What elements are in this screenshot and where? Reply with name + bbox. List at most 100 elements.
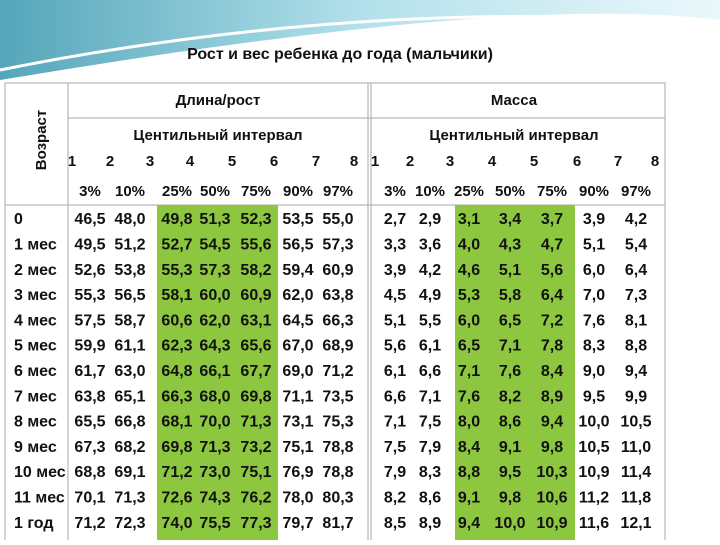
column-number: 3 <box>446 153 454 170</box>
cell-value: 67,0 <box>282 338 313 355</box>
age-label: 1 мес <box>14 237 57 254</box>
cell-value: 68,0 <box>199 388 230 405</box>
group-subtitle: Центильный интервал <box>133 127 302 144</box>
cell-value: 52,7 <box>161 237 192 254</box>
cell-value: 5,4 <box>625 237 647 254</box>
cell-value: 8,9 <box>541 388 563 405</box>
cell-value: 68,2 <box>114 439 145 456</box>
cell-value: 52,3 <box>240 211 271 228</box>
cell-value: 52,6 <box>74 262 105 279</box>
cell-value: 3,3 <box>384 237 406 254</box>
cell-value: 8,8 <box>458 464 480 481</box>
cell-value: 68,9 <box>322 338 353 355</box>
cell-value: 4,3 <box>499 237 521 254</box>
cell-value: 51,3 <box>199 211 230 228</box>
cell-value: 71,3 <box>199 439 230 456</box>
cell-value: 8,2 <box>384 490 406 507</box>
percent-header: 3% <box>384 183 406 200</box>
cell-value: 71,3 <box>240 414 271 431</box>
cell-value: 7,8 <box>541 338 563 355</box>
cell-value: 11,0 <box>621 439 651 456</box>
cell-value: 69,1 <box>114 464 145 481</box>
cell-value: 8,1 <box>625 312 647 329</box>
cell-value: 8,9 <box>419 515 441 532</box>
cell-value: 55,3 <box>161 262 192 279</box>
cell-value: 49,8 <box>161 211 192 228</box>
cell-value: 55,0 <box>322 211 353 228</box>
percent-header: 50% <box>200 183 230 200</box>
cell-value: 4,5 <box>384 287 406 304</box>
cell-value: 49,5 <box>74 237 105 254</box>
cell-value: 69,8 <box>240 388 271 405</box>
decor-line <box>0 14 720 72</box>
cell-value: 62,0 <box>199 312 230 329</box>
column-number: 7 <box>614 153 622 170</box>
cell-value: 8,5 <box>384 515 406 532</box>
column-number: 4 <box>186 153 195 170</box>
cell-value: 72,6 <box>161 490 192 507</box>
cell-value: 3,4 <box>499 211 521 228</box>
cell-value: 57,3 <box>199 262 230 279</box>
cell-value: 67,7 <box>240 363 271 380</box>
cell-value: 10,5 <box>620 414 651 431</box>
age-header: Возраст <box>33 110 50 170</box>
cell-value: 75,5 <box>199 515 230 532</box>
cell-value: 62,0 <box>282 287 313 304</box>
cell-value: 74,0 <box>161 515 192 532</box>
age-label: 10 мес <box>14 464 66 481</box>
cell-value: 79,7 <box>282 515 313 532</box>
cell-value: 75,1 <box>282 439 313 456</box>
cell-value: 8,6 <box>499 414 521 431</box>
cell-value: 70,1 <box>74 490 105 507</box>
cell-value: 75,1 <box>240 464 271 481</box>
cell-value: 71,2 <box>74 515 105 532</box>
cell-value: 59,9 <box>74 338 105 355</box>
cell-value: 60,9 <box>240 287 271 304</box>
cell-value: 9,4 <box>541 414 563 431</box>
cell-value: 70,0 <box>199 414 230 431</box>
cell-value: 8,4 <box>541 363 563 380</box>
cell-value: 4,2 <box>625 211 647 228</box>
cell-value: 7,9 <box>419 439 441 456</box>
cell-value: 2,7 <box>384 211 406 228</box>
cell-value: 7,9 <box>384 464 406 481</box>
cell-value: 72,3 <box>114 515 145 532</box>
cell-value: 11,2 <box>579 490 609 507</box>
percent-header: 97% <box>621 183 651 200</box>
cell-value: 62,3 <box>161 338 192 355</box>
cell-value: 57,5 <box>74 312 105 329</box>
cell-value: 64,3 <box>199 338 230 355</box>
percent-header: 10% <box>415 183 445 200</box>
cell-value: 9,4 <box>625 363 647 380</box>
column-number: 5 <box>228 153 236 170</box>
age-label: 0 <box>14 211 23 228</box>
cell-value: 10,6 <box>536 490 567 507</box>
age-label: 7 мес <box>14 388 57 405</box>
column-number: 8 <box>651 153 659 170</box>
cell-value: 4,0 <box>458 237 480 254</box>
cell-value: 9,5 <box>583 388 605 405</box>
cell-value: 4,6 <box>458 262 480 279</box>
cell-value: 81,7 <box>322 515 353 532</box>
cell-value: 9,1 <box>499 439 521 456</box>
percent-header: 3% <box>79 183 101 200</box>
cell-value: 66,8 <box>114 414 145 431</box>
cell-value: 10,0 <box>578 414 609 431</box>
cell-value: 76,9 <box>282 464 313 481</box>
column-number: 1 <box>371 153 379 170</box>
cell-value: 56,5 <box>282 237 313 254</box>
cell-value: 46,5 <box>74 211 105 228</box>
percent-header: 25% <box>454 183 484 200</box>
cell-value: 4,2 <box>419 262 441 279</box>
cell-value: 3,9 <box>583 211 605 228</box>
cell-value: 8,0 <box>458 414 480 431</box>
cell-value: 65,5 <box>74 414 105 431</box>
cell-value: 6,4 <box>541 287 563 304</box>
cell-value: 3,9 <box>384 262 406 279</box>
cell-value: 5,8 <box>499 287 521 304</box>
cell-value: 9,0 <box>583 363 605 380</box>
cell-value: 6,0 <box>458 312 480 329</box>
title: Рост и вес ребенка до года (мальчики) <box>187 46 493 63</box>
cell-value: 66,1 <box>199 363 230 380</box>
cell-value: 58,7 <box>114 312 145 329</box>
